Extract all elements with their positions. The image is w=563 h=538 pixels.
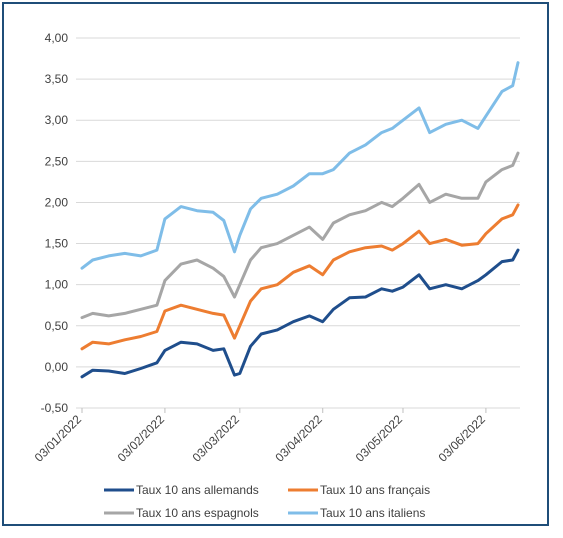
y-tick-label: -0,50: [41, 401, 69, 415]
y-tick-label: 4,00: [45, 31, 69, 45]
y-tick-label: 0,50: [45, 319, 69, 333]
legend-label: Taux 10 ans espagnols: [136, 506, 259, 520]
x-tick-label: 03/02/2022: [115, 412, 168, 465]
chart-svg: 4,00 3,50 3,00 2,50 2,00 1,50 1,00 0,50 0,00 -0,5…: [32, 31, 520, 520]
x-tick-label: 03/05/2022: [353, 412, 406, 465]
x-tick-label: 03/03/2022: [190, 412, 243, 465]
legend: Taux 10 ans allemands Taux 10 ans françai…: [104, 483, 430, 520]
y-tick-label: 2,00: [45, 195, 69, 209]
x-tick-label: 03/06/2022: [436, 412, 489, 465]
series-lines: [80, 61, 520, 379]
series-line-1: [80, 248, 520, 379]
x-tick-label: 03/04/2022: [272, 412, 325, 465]
y-tick-label: 1,00: [45, 278, 69, 292]
series-line-2: [80, 203, 520, 351]
series-line-3: [80, 151, 520, 320]
x-axis-ticks: 03/01/2022 03/02/2022 03/03/2022 03/04/2022…: [32, 408, 488, 465]
y-tick-label: 3,50: [45, 72, 69, 86]
y-tick-label: 2,50: [45, 154, 69, 168]
gridlines: [76, 37, 520, 409]
y-axis-ticks: 4,00 3,50 3,00 2,50 2,00 1,50 1,00 0,50 0,00 -0,5…: [41, 31, 69, 415]
legend-label: Taux 10 ans français: [320, 483, 430, 497]
chart-frame: 4,00 3,50 3,00 2,50 2,00 1,50 1,00 0,50 0,00 -0,5…: [2, 2, 549, 526]
x-tick-label: 03/01/2022: [32, 412, 85, 465]
legend-label: Taux 10 ans italiens: [320, 506, 425, 520]
y-tick-label: 0,00: [45, 360, 69, 374]
y-tick-label: 3,00: [45, 113, 69, 127]
series-line-4: [80, 61, 520, 270]
y-tick-label: 1,50: [45, 237, 69, 251]
legend-label: Taux 10 ans allemands: [136, 483, 259, 497]
